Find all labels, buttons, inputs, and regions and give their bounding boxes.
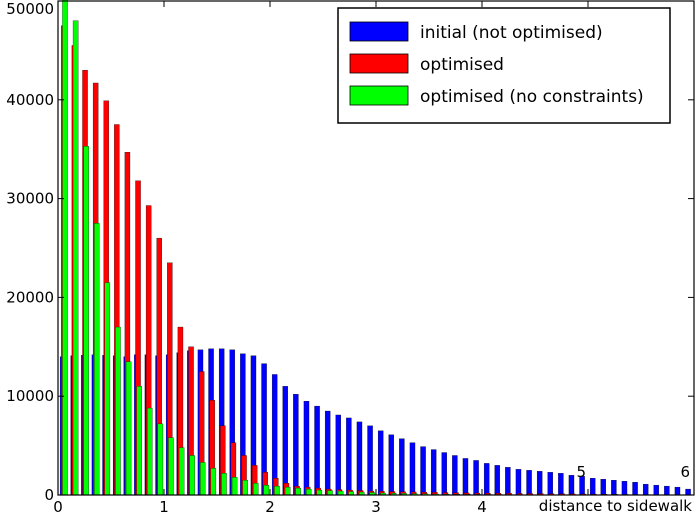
bar — [462, 458, 469, 496]
bar — [621, 481, 628, 496]
bar — [115, 326, 121, 496]
bar — [377, 430, 384, 496]
bar — [200, 462, 206, 496]
bar — [136, 386, 142, 496]
bar — [157, 423, 164, 496]
bar — [189, 455, 195, 496]
bar — [420, 446, 426, 496]
bar — [600, 479, 606, 496]
bar — [611, 480, 617, 496]
bar — [178, 447, 185, 496]
y-axis: 0 10000 20000 30000 40000 50000 — [6, 0, 694, 504]
bar — [409, 442, 416, 496]
bar — [483, 463, 490, 496]
bar — [430, 449, 437, 496]
bar — [388, 434, 394, 496]
bar — [147, 407, 153, 496]
legend-swatch — [349, 21, 409, 42]
bar — [274, 485, 280, 496]
bar — [452, 455, 458, 496]
bars-layer — [59, 0, 691, 496]
bar — [568, 475, 575, 496]
bar — [685, 488, 691, 496]
y-tick-label: 0 — [44, 486, 54, 504]
x-tick-label: 6 — [680, 463, 690, 481]
bar — [494, 465, 500, 496]
legend-label: initial (not optimised) — [420, 23, 603, 43]
x-tick-label: 0 — [53, 498, 63, 514]
bar — [367, 425, 373, 496]
bar — [125, 361, 132, 496]
bar — [263, 484, 270, 496]
bar — [210, 468, 217, 496]
x-axis-label: distance to sidewalk — [539, 497, 693, 514]
bar — [284, 486, 291, 496]
bar — [221, 473, 227, 496]
bar — [505, 467, 511, 496]
bar — [271, 374, 278, 496]
x-tick-label: 5 — [576, 463, 586, 481]
x-tick-label: 1 — [159, 498, 169, 514]
bar — [327, 490, 333, 496]
x-tick-label: 3 — [371, 498, 381, 514]
legend: initial (not optimised) optimised optimise… — [337, 7, 671, 124]
y-tick-label: 50000 — [6, 0, 54, 18]
bar — [314, 405, 320, 496]
bar — [72, 20, 79, 496]
bar — [441, 452, 447, 496]
bar — [316, 489, 323, 496]
bar — [303, 400, 310, 496]
bar — [282, 386, 288, 496]
bar — [94, 223, 100, 496]
bar — [295, 487, 301, 496]
y-tick-label: 30000 — [6, 190, 54, 208]
bar — [632, 482, 638, 496]
x-tick-label: 4 — [477, 498, 487, 514]
bar — [83, 146, 89, 496]
x-axis: 0 1 2 3 4 5 6 — [53, 1, 695, 514]
bar — [168, 437, 174, 496]
bar — [62, 0, 68, 496]
bar — [664, 485, 670, 496]
bar — [293, 394, 299, 496]
bar — [324, 410, 331, 496]
legend-swatch — [349, 53, 409, 74]
legend-swatch — [349, 85, 409, 106]
bar — [547, 472, 553, 496]
x-tick-label: 2 — [265, 498, 275, 514]
bar — [473, 460, 479, 496]
bar — [674, 486, 681, 496]
bar — [536, 471, 543, 496]
bar — [515, 469, 522, 496]
bar — [335, 414, 341, 496]
y-tick-label: 40000 — [6, 91, 54, 109]
bar — [642, 483, 649, 496]
y-tick-label: 10000 — [6, 387, 54, 405]
bar — [104, 282, 111, 496]
bar — [306, 488, 312, 496]
bar — [356, 421, 363, 496]
bar — [558, 473, 564, 496]
bar — [653, 484, 659, 496]
y-tick-label: 20000 — [6, 288, 54, 306]
series-1 — [59, 348, 691, 496]
bar — [589, 478, 596, 496]
legend-label: optimised (no constraints) — [420, 87, 644, 107]
bar — [242, 480, 248, 496]
bar — [346, 417, 352, 496]
bar — [526, 470, 532, 496]
legend-label: optimised — [420, 55, 504, 75]
bar — [253, 482, 259, 496]
bar — [399, 438, 405, 496]
bar — [231, 477, 238, 496]
